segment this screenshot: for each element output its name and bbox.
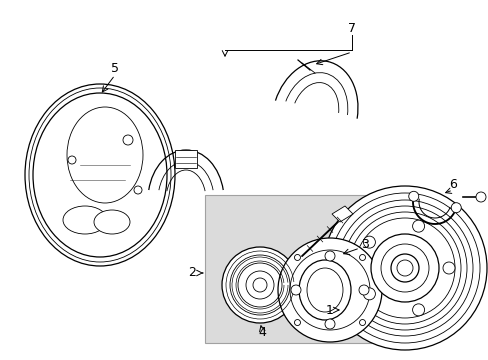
- Circle shape: [222, 247, 297, 323]
- Circle shape: [325, 251, 334, 261]
- Text: 4: 4: [258, 325, 265, 338]
- Circle shape: [390, 254, 418, 282]
- Text: 6: 6: [448, 179, 456, 192]
- Circle shape: [412, 304, 424, 316]
- Circle shape: [358, 285, 368, 295]
- Circle shape: [408, 191, 418, 201]
- Text: 3: 3: [360, 238, 368, 252]
- Circle shape: [412, 220, 424, 232]
- Circle shape: [363, 236, 375, 248]
- Ellipse shape: [298, 260, 350, 320]
- Circle shape: [278, 238, 381, 342]
- Text: 5: 5: [111, 62, 119, 75]
- Circle shape: [290, 285, 301, 295]
- Ellipse shape: [94, 210, 130, 234]
- Circle shape: [450, 203, 460, 213]
- Circle shape: [294, 320, 300, 325]
- Circle shape: [442, 262, 454, 274]
- Circle shape: [323, 186, 486, 350]
- Circle shape: [370, 234, 438, 302]
- Text: 2: 2: [188, 266, 196, 279]
- Polygon shape: [175, 150, 197, 168]
- Text: 7: 7: [347, 22, 355, 35]
- Bar: [204, 195, 374, 343]
- Circle shape: [325, 319, 334, 329]
- Circle shape: [359, 255, 365, 261]
- Circle shape: [363, 288, 375, 300]
- Circle shape: [396, 260, 412, 276]
- Ellipse shape: [25, 84, 175, 266]
- Circle shape: [359, 320, 365, 325]
- Ellipse shape: [63, 206, 107, 234]
- Circle shape: [294, 255, 300, 261]
- Circle shape: [475, 192, 485, 202]
- Text: 1: 1: [325, 303, 333, 316]
- Polygon shape: [331, 206, 352, 222]
